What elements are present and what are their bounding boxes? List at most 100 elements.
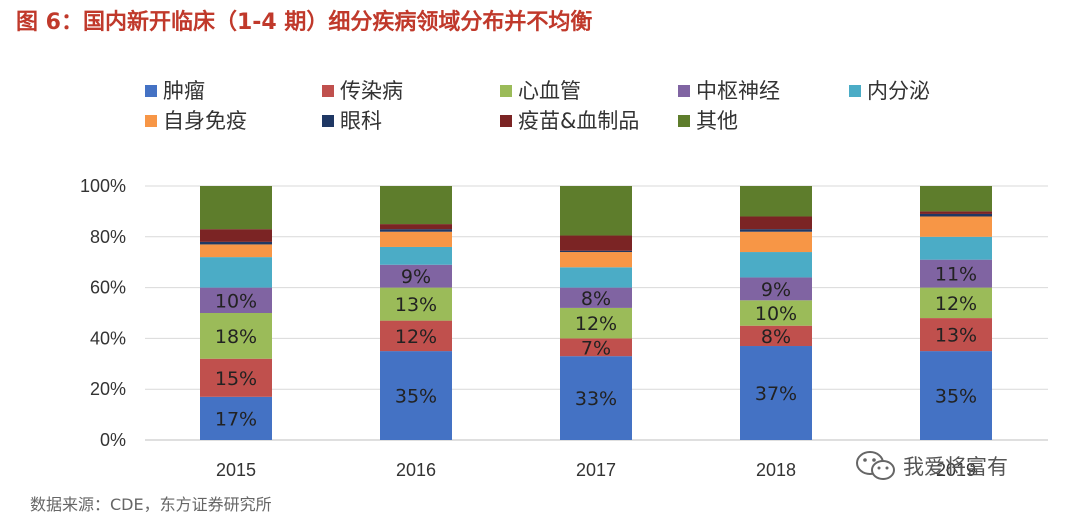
bar-segment bbox=[560, 252, 632, 268]
data-label: 13% bbox=[935, 325, 977, 347]
bar-segment bbox=[560, 287, 632, 308]
bar-segment bbox=[380, 320, 452, 352]
watermark: 我爱将富有 bbox=[855, 449, 1008, 483]
legend-swatch bbox=[145, 115, 157, 127]
data-label: 17% bbox=[215, 408, 257, 430]
wechat-icon bbox=[856, 451, 895, 480]
y-tick-label: 0% bbox=[100, 430, 126, 450]
x-tick-label: 2018 bbox=[756, 460, 796, 480]
bar-segment bbox=[740, 216, 812, 230]
legend-swatch bbox=[500, 115, 512, 127]
x-tick-label: 2015 bbox=[216, 460, 256, 480]
bar-segment bbox=[560, 307, 632, 339]
legend-label: 内分泌 bbox=[867, 79, 930, 103]
bar-segment bbox=[380, 186, 452, 225]
legend-swatch bbox=[322, 85, 334, 97]
data-label: 12% bbox=[575, 313, 617, 335]
x-tick-label: 2019 bbox=[936, 460, 976, 480]
source-note: 数据来源：CDE，东方证券研究所 bbox=[30, 495, 272, 514]
bar-segment bbox=[560, 356, 632, 440]
x-tick-label: 2016 bbox=[396, 460, 436, 480]
bar-segment bbox=[560, 235, 632, 251]
legend-swatch bbox=[678, 85, 690, 97]
legend-swatch bbox=[500, 85, 512, 97]
bar-segment bbox=[560, 186, 632, 236]
legend-swatch bbox=[322, 115, 334, 127]
bar-segment bbox=[380, 351, 452, 440]
bar-segment bbox=[740, 252, 812, 278]
legend-label: 自身免疫 bbox=[163, 109, 247, 133]
bar-segment bbox=[740, 346, 812, 440]
bar-segment bbox=[560, 267, 632, 288]
bar-segment bbox=[380, 246, 452, 265]
data-label: 35% bbox=[395, 386, 437, 408]
data-labels: 17%15%18%10%35%12%13%9%33%7%12%8%37%8%10… bbox=[215, 264, 977, 431]
legend-label: 肿瘤 bbox=[163, 79, 205, 103]
legend-label: 其他 bbox=[696, 109, 738, 133]
legend-label: 眼科 bbox=[340, 109, 382, 133]
bar-segment bbox=[920, 318, 992, 352]
x-tick-label: 2017 bbox=[576, 460, 616, 480]
x-axis: 2015 2016 2017 2018 2019 bbox=[216, 460, 976, 480]
y-tick-label: 40% bbox=[90, 328, 126, 348]
bar-segment bbox=[200, 396, 272, 440]
data-label: 13% bbox=[395, 294, 437, 316]
legend-label: 传染病 bbox=[340, 79, 403, 103]
bar-segment bbox=[560, 338, 632, 357]
data-label: 35% bbox=[935, 386, 977, 408]
legend-label: 中枢神经 bbox=[696, 79, 780, 103]
data-label: 7% bbox=[581, 337, 611, 359]
bar-segment bbox=[200, 358, 272, 397]
bar-segment bbox=[740, 231, 812, 253]
data-label: 37% bbox=[755, 383, 797, 405]
data-label: 9% bbox=[401, 266, 431, 288]
legend-label: 心血管 bbox=[518, 79, 581, 103]
bar-segment bbox=[920, 186, 992, 212]
y-tick-label: 80% bbox=[90, 227, 126, 247]
data-label: 9% bbox=[761, 279, 791, 301]
data-label: 11% bbox=[935, 264, 977, 286]
bar-segment bbox=[200, 313, 272, 359]
legend-swatch bbox=[849, 85, 861, 97]
bar-segment bbox=[920, 351, 992, 440]
y-axis: 0% 20% 40% 60% 80% 100% bbox=[80, 176, 126, 450]
bar-segment bbox=[740, 229, 812, 232]
legend-swatch bbox=[145, 85, 157, 97]
bar-segment bbox=[380, 264, 452, 288]
bar-segment bbox=[200, 244, 272, 258]
y-tick-label: 100% bbox=[80, 176, 126, 196]
data-label: 33% bbox=[575, 388, 617, 410]
data-label: 8% bbox=[761, 326, 791, 348]
bar-segment bbox=[380, 224, 452, 230]
bar-segment bbox=[920, 236, 992, 260]
data-label: 12% bbox=[935, 293, 977, 315]
data-label: 12% bbox=[395, 326, 437, 348]
data-label: 15% bbox=[215, 368, 257, 390]
data-label: 18% bbox=[215, 326, 257, 348]
watermark-text: 我爱将富有 bbox=[903, 455, 1008, 479]
bar-segment bbox=[560, 250, 632, 253]
bar-segment bbox=[920, 211, 992, 214]
bar-segment bbox=[380, 287, 452, 321]
bar-segment bbox=[200, 186, 272, 230]
bar-segment bbox=[920, 287, 992, 319]
bar-segment bbox=[380, 229, 452, 232]
legend-swatch bbox=[678, 115, 690, 127]
bar-segment bbox=[920, 259, 992, 288]
bar-stacks bbox=[200, 186, 992, 440]
data-label: 10% bbox=[215, 290, 257, 312]
y-tick-label: 60% bbox=[90, 278, 126, 298]
bar-segment bbox=[740, 300, 812, 326]
y-tick-label: 20% bbox=[90, 379, 126, 399]
bar-segment bbox=[380, 231, 452, 247]
legend-label: 疫苗&血制品 bbox=[518, 109, 639, 133]
bar-segment bbox=[200, 229, 272, 242]
data-label: 8% bbox=[581, 288, 611, 310]
bar-segment bbox=[920, 216, 992, 237]
bar-segment bbox=[200, 241, 272, 245]
bar-segment bbox=[200, 257, 272, 288]
bar-segment bbox=[740, 325, 812, 347]
bar-segment bbox=[920, 213, 992, 217]
bar-segment bbox=[740, 277, 812, 301]
